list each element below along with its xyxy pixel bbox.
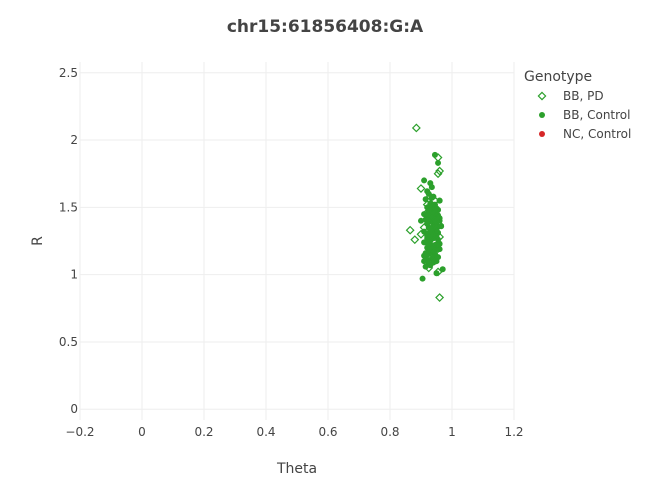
- x-tick-label: 0.2: [194, 425, 213, 439]
- legend-title: Genotype: [524, 69, 592, 85]
- data-point-bb-control: [436, 197, 443, 204]
- y-tick-label: 0.5: [59, 335, 78, 349]
- data-point-bb-pd: [430, 216, 440, 226]
- legend-label: NC, Control: [563, 127, 631, 141]
- data-point-bb-pd: [432, 227, 441, 237]
- data-point-bb-pd: [428, 236, 438, 246]
- data-point-bb-pd: [435, 293, 445, 302]
- legend-marker: [539, 131, 545, 137]
- data-point-bb-pd: [430, 247, 440, 257]
- y-tick-label: 1: [70, 268, 78, 282]
- legend-label: BB, Control: [563, 108, 630, 122]
- legend-item[interactable]: BB, PD: [537, 89, 604, 103]
- data-point-bb-pd: [419, 223, 429, 232]
- chart-title: chr15:61856408:G:A: [227, 17, 424, 37]
- y-tick-label: 1.5: [59, 200, 78, 214]
- data-point-bb-control: [435, 159, 442, 166]
- data-point-bb-pd: [411, 123, 421, 133]
- y-tick-label: 2.5: [59, 66, 78, 80]
- data-point-bb-pd: [425, 192, 435, 202]
- data-points: [405, 123, 446, 302]
- legend-label: BB, PD: [563, 89, 604, 103]
- data-point-bb-control: [418, 217, 424, 224]
- legend-item[interactable]: NC, Control: [539, 127, 631, 141]
- legend: Genotype BB, PD BB, Control NC, Control: [524, 69, 631, 141]
- legend-marker: [539, 112, 545, 118]
- data-point-bb-control: [421, 177, 428, 184]
- legend-marker: [537, 91, 547, 101]
- gridlines: [79, 62, 515, 420]
- x-tick-label: −0.2: [65, 425, 94, 439]
- data-point-bb-pd: [433, 153, 443, 163]
- x-tick-label: 1.2: [504, 425, 523, 439]
- data-point-bb-pd: [435, 220, 445, 230]
- data-point-bb-pd: [416, 184, 426, 193]
- data-point-bb-pd: [410, 235, 420, 245]
- data-point-bb-pd: [416, 229, 426, 239]
- x-tick-label: 0.6: [318, 425, 337, 439]
- legend-item[interactable]: BB, Control: [539, 108, 630, 122]
- data-point-bb-pd: [435, 232, 445, 242]
- data-point-bb-pd: [430, 196, 440, 206]
- data-point-bb-pd: [435, 166, 445, 176]
- data-point-bb-pd: [405, 225, 415, 235]
- data-point-bb-pd: [425, 219, 435, 228]
- data-point-bb-pd: [433, 240, 443, 250]
- y-tick-label: 2: [70, 133, 78, 147]
- data-point-bb-pd: [433, 267, 443, 277]
- y-tick-labels: 0 0.5 1 1.5 2 2.5: [59, 66, 78, 416]
- x-tick-labels: −0.2 0 0.2 0.4 0.6 0.8 1 1.2: [65, 425, 523, 439]
- data-point-bb-pd: [428, 256, 438, 266]
- x-tick-label: 0.8: [380, 425, 399, 439]
- data-point-bb-pd: [422, 200, 432, 210]
- data-point-bb-control: [419, 275, 426, 282]
- data-point-bb-pd: [424, 263, 434, 273]
- data-point-bb-control: [430, 248, 437, 255]
- data-point-bb-pd: [421, 209, 431, 219]
- data-point-bb-control: [421, 239, 428, 246]
- data-point-bb-pd: [424, 232, 434, 242]
- x-tick-label: 0: [138, 425, 146, 439]
- x-tick-label: 1: [448, 425, 456, 439]
- y-axis-title: R: [30, 236, 46, 246]
- y-tick-label: 0: [70, 402, 78, 416]
- data-point-bb-pd: [433, 169, 443, 179]
- data-point-bb-control: [428, 184, 435, 191]
- x-axis-title: Theta: [276, 461, 317, 477]
- x-tick-label: 0.4: [256, 425, 275, 439]
